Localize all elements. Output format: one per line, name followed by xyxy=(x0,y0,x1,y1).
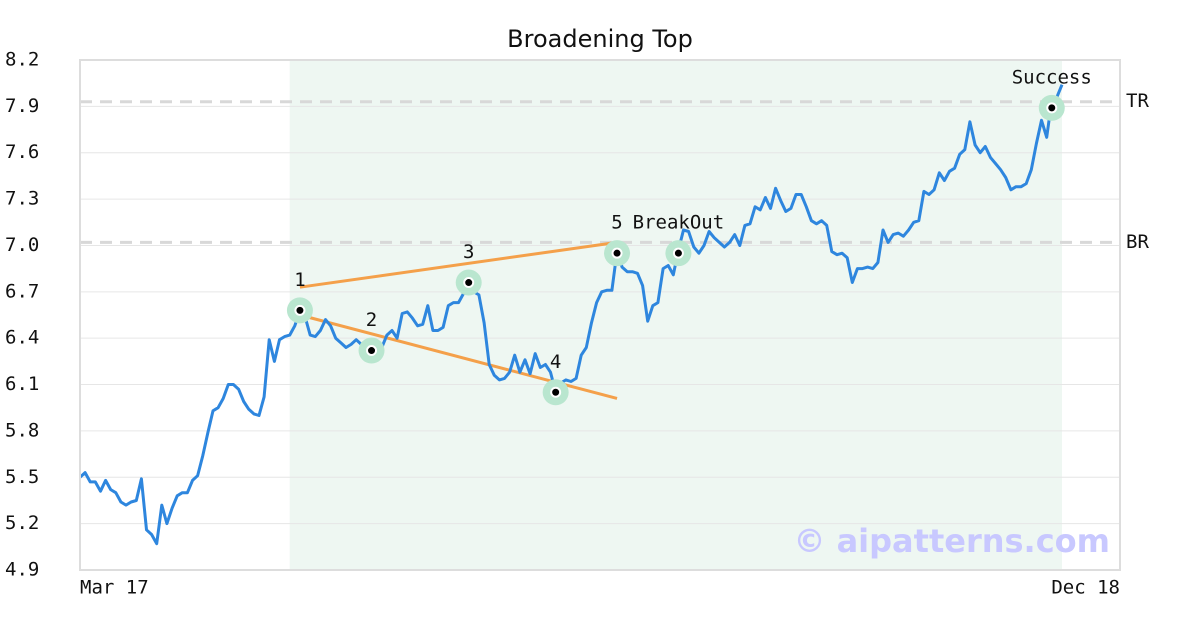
y-tick-label: 7.0 xyxy=(5,234,39,256)
pattern-region xyxy=(289,60,1063,570)
trend-line xyxy=(299,240,618,289)
marker-dot xyxy=(550,386,562,398)
y-tick-label: 7.6 xyxy=(5,141,39,163)
y-tick-label: 6.4 xyxy=(5,327,39,349)
plot-frame xyxy=(79,59,1121,571)
x-tick-label: Dec 18 xyxy=(1051,577,1120,599)
marker-dot xyxy=(1046,102,1058,114)
price-line xyxy=(78,84,1064,546)
marker-label: BreakOut xyxy=(633,212,725,234)
y-tick-label: 6.7 xyxy=(5,280,39,302)
y-tick-label: 5.2 xyxy=(5,512,39,534)
marker-label: 3 xyxy=(463,241,474,263)
y-tick-label: 7.3 xyxy=(5,188,39,210)
marker-label: 5 xyxy=(611,212,622,234)
y-tick-label: 6.1 xyxy=(5,373,39,395)
x-tick-label: Mar 17 xyxy=(80,577,149,599)
marker-label: 4 xyxy=(550,351,561,373)
y-tick-label: 4.9 xyxy=(5,559,39,581)
marker-dot xyxy=(366,345,378,357)
marker-dot xyxy=(672,247,684,259)
y-tick-label: 5.8 xyxy=(5,419,39,441)
marker-dot xyxy=(294,304,306,316)
watermark: © aipatterns.com xyxy=(793,522,1110,560)
level-label: TR xyxy=(1126,90,1149,112)
marker-label: 1 xyxy=(294,269,305,291)
chart-title: Broadening Top xyxy=(507,25,693,53)
marker-label: Success xyxy=(1012,66,1092,88)
y-tick-label: 7.9 xyxy=(5,95,39,117)
level-label: BR xyxy=(1126,231,1149,253)
marker-dot xyxy=(463,277,475,289)
y-tick-label: 5.5 xyxy=(5,466,39,488)
marker-dot xyxy=(611,247,623,259)
marker-label: 2 xyxy=(366,309,377,331)
y-tick-label: 8.2 xyxy=(5,49,39,71)
